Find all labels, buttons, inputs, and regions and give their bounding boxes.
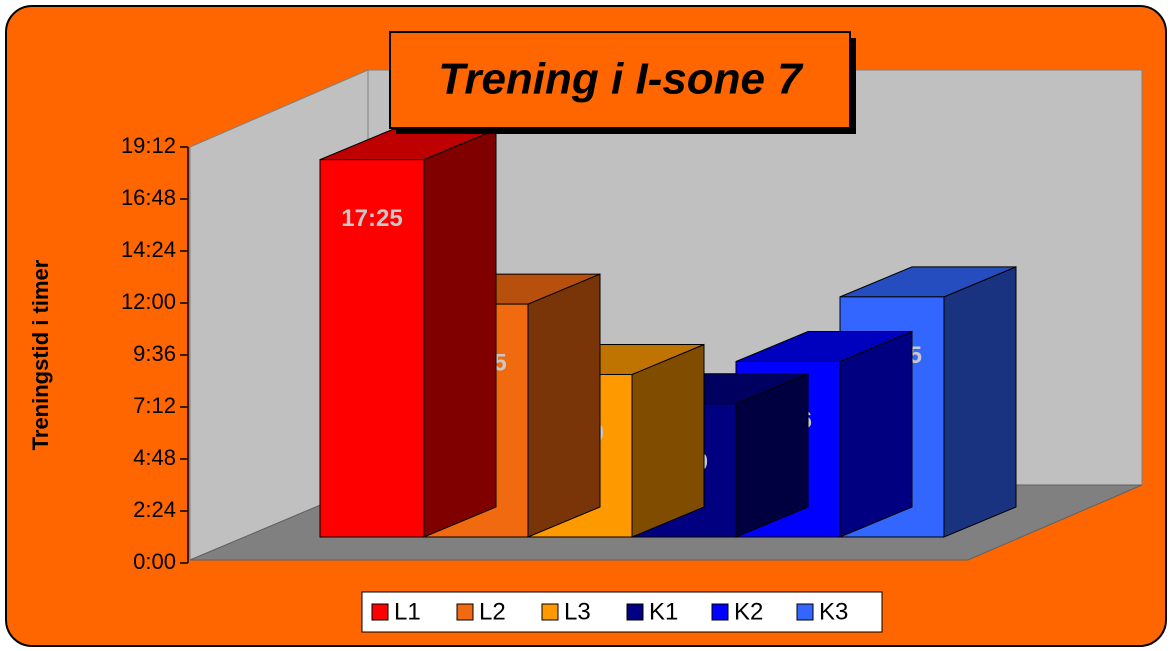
bar-front xyxy=(319,159,425,538)
legend-label: L3 xyxy=(564,598,591,625)
legend-swatch xyxy=(371,603,389,621)
legend-label: L2 xyxy=(479,598,506,625)
y-tick-label: 16:48 xyxy=(121,185,176,210)
bar-side xyxy=(943,266,1017,538)
bar-side xyxy=(631,343,705,538)
legend-swatch xyxy=(626,603,644,621)
y-tick-label: 4:48 xyxy=(133,445,176,470)
chart-title: Trening i I-sone 7 xyxy=(438,55,804,104)
y-tick-label: 2:24 xyxy=(133,497,176,522)
bars: 11:058:066:097:3010:4517:25 xyxy=(319,128,1017,538)
y-tick-label: 19:12 xyxy=(121,133,176,158)
y-tick-label: 12:00 xyxy=(121,289,176,314)
legend-label: K3 xyxy=(819,598,848,625)
bar-side xyxy=(423,128,497,538)
legend-label: K2 xyxy=(734,598,763,625)
legend-swatch xyxy=(456,603,474,621)
bar-side xyxy=(839,330,913,538)
y-tick-label: 9:36 xyxy=(133,341,176,366)
y-tick-label: 14:24 xyxy=(121,237,176,262)
legend xyxy=(361,591,883,633)
y-tick-label: 7:12 xyxy=(133,393,176,418)
legend-swatch xyxy=(711,603,729,621)
bar: 17:25 xyxy=(319,128,497,538)
legend-swatch xyxy=(541,603,559,621)
legend-label: L1 xyxy=(394,598,421,625)
data-label: 17:25 xyxy=(341,205,402,232)
y-axis-label: Treningstid i timer xyxy=(28,259,53,450)
title-box xyxy=(389,31,851,129)
bar-side xyxy=(527,273,601,538)
legend-swatch xyxy=(796,603,814,621)
y-tick-label: 0:00 xyxy=(133,549,176,574)
legend-label: K1 xyxy=(649,598,678,625)
